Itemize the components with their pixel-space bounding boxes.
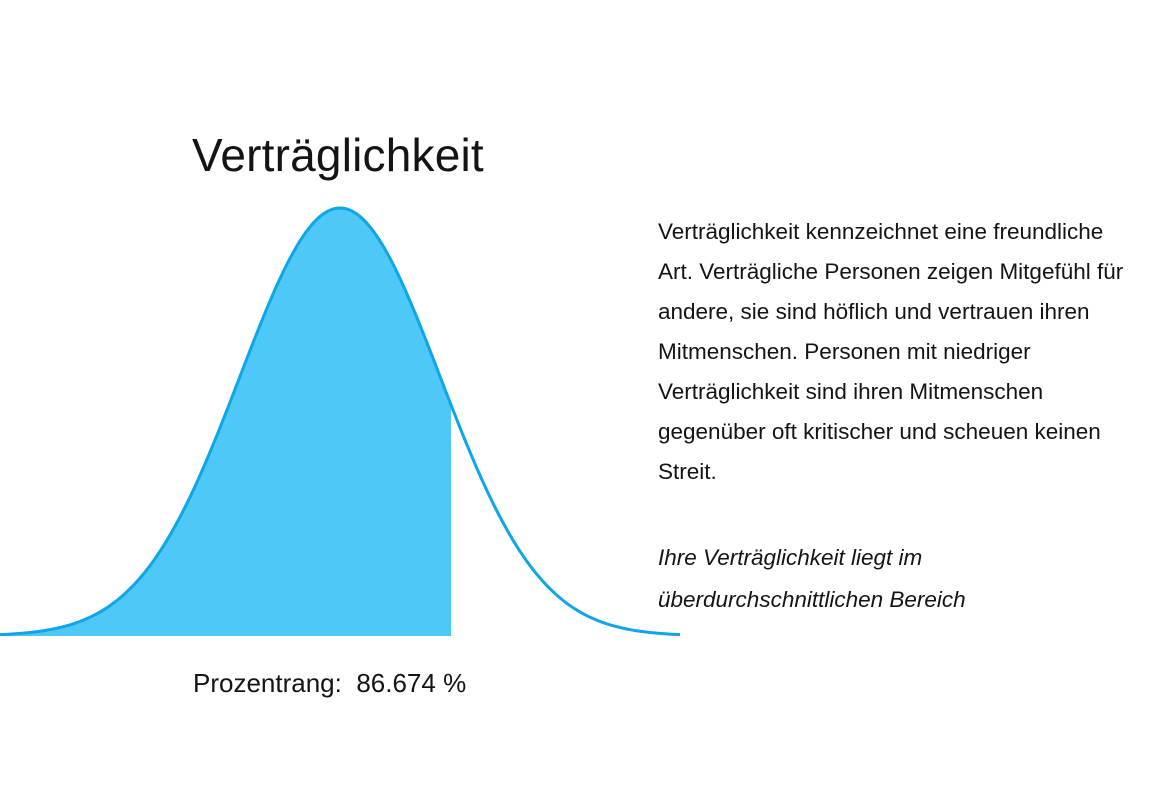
trait-verdict: Ihre Verträglichkeit liegt im überdurchs…	[658, 545, 966, 612]
percentile-readout: Prozentrang: 86.674 %	[193, 668, 466, 699]
distribution-curve	[0, 206, 681, 637]
percentile-label: Prozentrang:	[193, 668, 342, 698]
chart-title: Verträglichkeit	[192, 129, 484, 181]
distribution-chart	[0, 206, 681, 637]
trait-description: Verträglichkeit kennzeichnet eine freund…	[658, 219, 1124, 484]
percentile-value: 86.674 %	[356, 668, 467, 698]
percentile-area	[0, 208, 452, 636]
